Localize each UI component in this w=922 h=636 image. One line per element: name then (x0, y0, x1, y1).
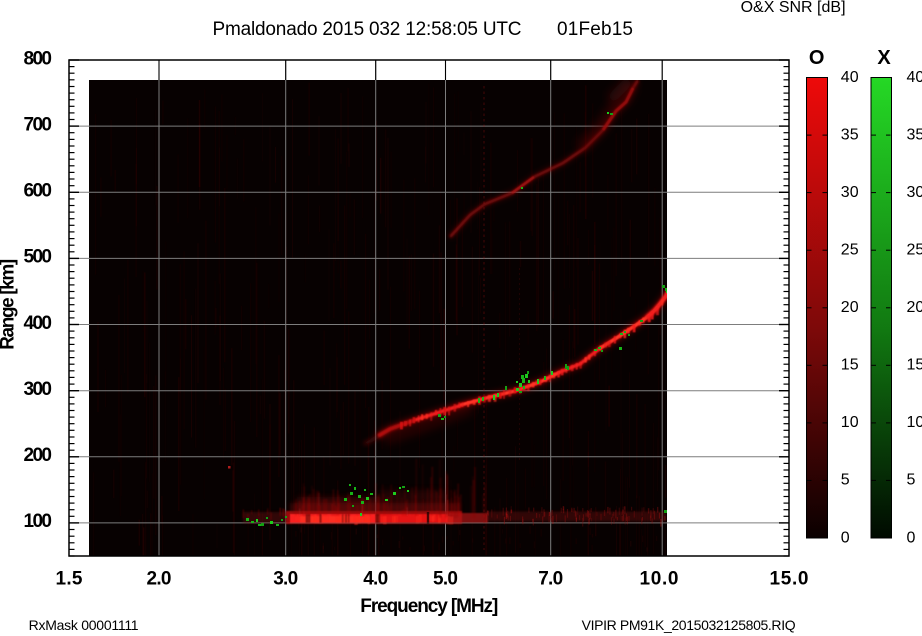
svg-text:20: 20 (907, 299, 922, 316)
svg-text:RxMask 00001111: RxMask 00001111 (29, 617, 139, 633)
svg-text:30: 30 (841, 184, 859, 201)
svg-text:25: 25 (841, 242, 859, 259)
svg-text:Frequency [MHz]: Frequency [MHz] (360, 596, 498, 617)
svg-text:15: 15 (841, 357, 859, 374)
svg-text:30: 30 (907, 184, 922, 201)
svg-text:VIPIR PM91K_2015032125805.RIQ: VIPIR PM91K_2015032125805.RIQ (582, 617, 796, 633)
svg-text:1.5: 1.5 (56, 569, 83, 590)
svg-text:3.0: 3.0 (273, 569, 298, 590)
svg-text:10: 10 (841, 414, 859, 431)
svg-text:600: 600 (24, 181, 53, 202)
svg-text:4.0: 4.0 (363, 569, 388, 590)
svg-text:2.0: 2.0 (147, 569, 172, 590)
svg-text:5: 5 (907, 472, 916, 489)
svg-text:O: O (809, 47, 825, 69)
svg-text:5.0: 5.0 (433, 569, 458, 590)
svg-text:0: 0 (841, 529, 850, 546)
svg-text:40: 40 (841, 69, 859, 86)
svg-text:15.0: 15.0 (770, 569, 809, 590)
svg-text:700: 700 (24, 114, 53, 135)
svg-text:10: 10 (907, 414, 922, 431)
svg-text:01Feb15: 01Feb15 (557, 19, 633, 40)
svg-text:500: 500 (24, 247, 53, 268)
svg-text:X: X (877, 47, 891, 69)
svg-text:15: 15 (907, 357, 922, 374)
svg-text:Range [km]: Range [km] (0, 259, 19, 350)
svg-text:10.0: 10.0 (640, 569, 679, 590)
svg-text:100: 100 (24, 511, 53, 532)
svg-text:35: 35 (841, 126, 859, 143)
svg-text:0: 0 (907, 529, 916, 546)
svg-text:Pmaldonado 2015 032 12:58:05 U: Pmaldonado 2015 032 12:58:05 UTC (213, 19, 522, 40)
svg-text:200: 200 (24, 445, 53, 466)
svg-text:O&X SNR [dB]: O&X SNR [dB] (741, 0, 846, 16)
svg-text:400: 400 (24, 313, 53, 334)
svg-text:20: 20 (841, 299, 859, 316)
svg-text:5: 5 (841, 472, 850, 489)
svg-text:7.0: 7.0 (538, 569, 563, 590)
svg-text:300: 300 (24, 379, 53, 400)
svg-text:800: 800 (24, 48, 53, 69)
svg-text:25: 25 (907, 242, 922, 259)
svg-text:40: 40 (907, 69, 922, 86)
svg-text:35: 35 (907, 126, 922, 143)
